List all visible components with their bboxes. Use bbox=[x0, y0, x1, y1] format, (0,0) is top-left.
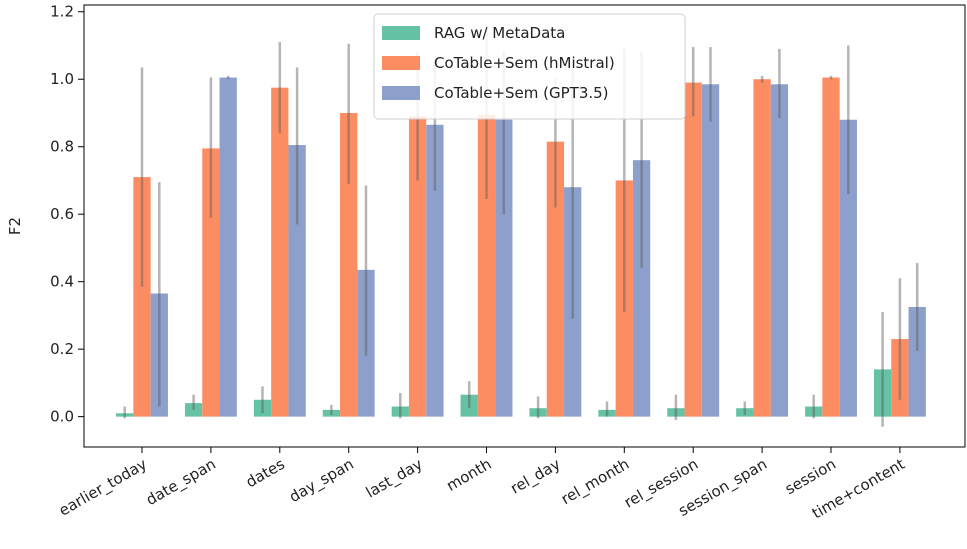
bar-0-10 bbox=[805, 406, 823, 417]
x-tick-label: earlier_today bbox=[56, 455, 151, 521]
bar-0-4 bbox=[391, 406, 409, 417]
bar-1-1 bbox=[202, 148, 220, 417]
bar-2-0 bbox=[150, 293, 168, 417]
y-tick-label: 0.2 bbox=[50, 340, 74, 358]
bar-2-3 bbox=[357, 269, 375, 417]
bar-0-8 bbox=[667, 408, 685, 417]
legend-label-0: RAG w/ MetaData bbox=[434, 24, 565, 42]
legend-label-2: CoTable+Sem (GPT3.5) bbox=[434, 84, 609, 102]
bar-0-11 bbox=[873, 369, 892, 417]
x-tick-label: date_span bbox=[143, 455, 219, 510]
bar-1-2 bbox=[271, 87, 289, 417]
legend: RAG w/ MetaData CoTable+Sem (hMistral) CoT… bbox=[373, 13, 686, 120]
x-tick-label: month bbox=[443, 455, 494, 495]
x-tick-label: session bbox=[782, 455, 839, 498]
bar-0-7 bbox=[598, 409, 616, 417]
bar-2-10 bbox=[839, 119, 857, 417]
bar-0-0 bbox=[116, 413, 134, 417]
x-tick-label: rel_month bbox=[558, 455, 633, 509]
bar-1-8 bbox=[684, 82, 702, 417]
y-tick-label: 1.2 bbox=[50, 3, 74, 21]
legend-label-1: CoTable+Sem (hMistral) bbox=[434, 54, 615, 72]
bar-1-11 bbox=[891, 339, 909, 417]
bars-layer bbox=[116, 77, 926, 417]
bar-2-7 bbox=[632, 160, 651, 417]
bar-2-11 bbox=[908, 306, 926, 417]
x-tick-label: day_span bbox=[286, 455, 357, 507]
bar-1-3 bbox=[340, 112, 358, 417]
bar-1-5 bbox=[477, 114, 496, 417]
bar-0-5 bbox=[460, 394, 478, 417]
y-tick-label: 0.4 bbox=[50, 273, 74, 291]
legend-swatch-0 bbox=[382, 26, 420, 40]
bar-2-8 bbox=[701, 84, 720, 417]
bar-2-1 bbox=[219, 77, 237, 417]
bar-0-6 bbox=[529, 408, 547, 417]
y-tick-label: 1.0 bbox=[50, 70, 74, 88]
bar-1-10 bbox=[822, 77, 840, 417]
x-tick-label: dates bbox=[243, 455, 288, 492]
bar-2-2 bbox=[288, 145, 306, 417]
bar-1-4 bbox=[408, 116, 427, 417]
y-tick-label: 0.8 bbox=[50, 138, 74, 156]
bar-1-9 bbox=[753, 79, 771, 417]
bar-2-9 bbox=[770, 84, 789, 417]
bar-0-9 bbox=[736, 408, 754, 417]
bar-2-6 bbox=[564, 187, 582, 417]
bar-1-7 bbox=[615, 180, 633, 417]
bar-2-4 bbox=[426, 124, 444, 417]
x-tick-label: rel_day bbox=[507, 455, 564, 499]
legend-swatch-1 bbox=[382, 56, 420, 70]
x-tick-label: last_day bbox=[363, 455, 426, 503]
legend-box bbox=[373, 13, 686, 120]
axes-frame bbox=[83, 4, 966, 448]
y-axis: 0.0 0.2 0.4 0.6 0.8 1.0 1.2 bbox=[50, 3, 84, 426]
bar-1-6 bbox=[546, 141, 565, 417]
bar-0-3 bbox=[322, 409, 341, 417]
bar-0-1 bbox=[184, 403, 203, 417]
y-tick-label: 0.6 bbox=[50, 205, 74, 223]
bar-1-0 bbox=[133, 177, 151, 417]
y-axis-label: F2 bbox=[6, 217, 24, 235]
bar-0-2 bbox=[253, 399, 272, 417]
legend-swatch-2 bbox=[382, 86, 420, 100]
bar-2-5 bbox=[495, 119, 513, 417]
y-tick-label: 0.0 bbox=[50, 408, 74, 426]
